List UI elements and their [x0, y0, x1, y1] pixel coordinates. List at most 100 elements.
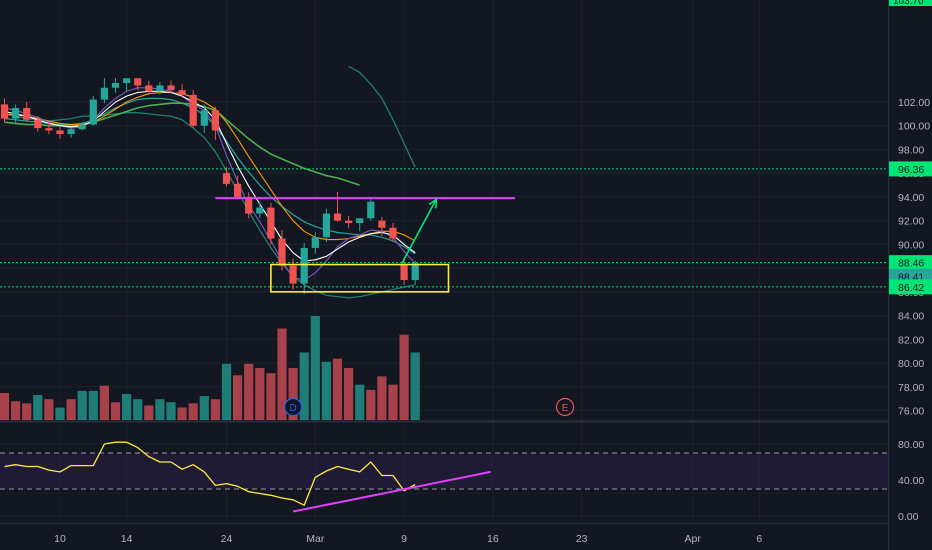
- candle-body: [67, 129, 75, 135]
- candle-body: [411, 263, 419, 280]
- volume-bar: [310, 316, 320, 420]
- price-tick-label: 102.00: [898, 97, 930, 109]
- price-tick-label: 92.00: [898, 216, 924, 228]
- price-tick-label: 80.00: [898, 358, 924, 370]
- price-tick-label: 82.00: [898, 334, 924, 346]
- horizontal-levels: [0, 168, 888, 288]
- event-marker[interactable]: [284, 397, 303, 417]
- volume-bar: [122, 394, 132, 420]
- volume-bar: [66, 399, 76, 420]
- volume-bar: [144, 405, 154, 420]
- candle-body: [356, 218, 364, 224]
- price-tick-label: 78.00: [898, 382, 924, 394]
- price-tick-label: 76.00: [898, 406, 924, 418]
- time-tick-label: Mar: [306, 533, 325, 545]
- event-marker[interactable]: [555, 397, 575, 417]
- volume-bar: [388, 384, 398, 420]
- candle-body: [123, 78, 131, 84]
- candle-body: [333, 213, 342, 221]
- candle-body: [400, 264, 408, 280]
- price-tick-label: 94.00: [898, 192, 924, 204]
- candle-body: [189, 94, 197, 126]
- price-tag-label: 86.42: [898, 282, 924, 294]
- time-tick-label: 6: [756, 533, 762, 545]
- volume-bar: [88, 390, 98, 420]
- time-axis[interactable]: 10 14 24 Mar 9 16 23 Apr 6: [54, 533, 762, 545]
- volume-bar: [377, 376, 387, 420]
- rsi-line: [4, 441, 416, 506]
- moving-averages: [4, 65, 416, 299]
- volume-bar: [332, 358, 343, 420]
- drawings[interactable]: [215, 197, 516, 293]
- candle-body: [0, 104, 9, 119]
- volume-bars: [0, 316, 420, 420]
- candle-body: [245, 196, 253, 214]
- rsi-axis[interactable]: 0.00 40.00 80.00: [898, 439, 924, 523]
- candle-body: [100, 87, 108, 100]
- candle-body: [311, 237, 319, 248]
- volume-bar: [210, 399, 220, 420]
- event-marker-label: D: [289, 403, 296, 414]
- time-tick-label: 14: [121, 533, 133, 545]
- volume-bar: [99, 385, 109, 420]
- time-tick-label: 23: [576, 533, 588, 545]
- ma-purple-line: [4, 87, 416, 281]
- price-axis[interactable]: 76.0078.0080.0082.0084.0086.0088.0090.00…: [889, 0, 932, 550]
- volume-bar: [355, 384, 365, 420]
- candle-body: [200, 110, 208, 126]
- volume-bar: [0, 392, 10, 420]
- volume-bar: [199, 396, 209, 420]
- candle-body: [211, 110, 219, 131]
- volume-bar: [233, 375, 243, 420]
- price-tick-label: 100.00: [898, 121, 930, 133]
- volume-bar: [221, 363, 232, 420]
- volume-bar: [188, 403, 198, 420]
- support-box[interactable]: [270, 263, 450, 293]
- volume-bar: [266, 373, 276, 420]
- price-tag: [889, 255, 932, 271]
- candle-body: [345, 220, 353, 224]
- price-tick-label: 84.00: [898, 311, 924, 323]
- event-marker-label: E: [562, 403, 569, 414]
- candle-body: [134, 78, 142, 86]
- volume-bar: [366, 389, 376, 420]
- volume-bar: [166, 402, 176, 420]
- volume-bar: [177, 407, 187, 420]
- rsi-indicator: [4, 441, 491, 513]
- volume-bar: [22, 403, 32, 420]
- ma-white-line: [4, 90, 416, 262]
- candle-body: [56, 130, 64, 135]
- grid-lines: [0, 0, 888, 520]
- candle-body: [156, 85, 164, 92]
- time-tick-label: 24: [221, 533, 233, 545]
- last-price-tag: [889, 0, 932, 6]
- candle-body: [78, 124, 86, 130]
- candle-body: [111, 83, 120, 88]
- rsi-tick-label: 0.00: [898, 511, 919, 523]
- projection-arrow[interactable]: [401, 198, 437, 264]
- volume-bar: [11, 401, 21, 420]
- candle-body: [300, 247, 308, 284]
- time-tick-label: Apr: [685, 533, 702, 545]
- volume-bar: [321, 361, 331, 420]
- volume-bar: [44, 399, 54, 420]
- candle-body: [367, 201, 375, 219]
- volume-bar: [277, 328, 287, 420]
- candle-body: [289, 265, 297, 284]
- candle-body: [178, 90, 186, 95]
- rsi-trendline[interactable]: [292, 470, 491, 513]
- price-tag: [889, 279, 932, 295]
- price-tick-label: 98.00: [898, 144, 924, 156]
- volume-bar: [55, 407, 65, 420]
- volume-bar: [33, 395, 43, 420]
- candle-body: [167, 85, 175, 91]
- last-price-tag-label: 103.70: [893, 0, 924, 7]
- volume-bar: [155, 399, 165, 420]
- price-tag-label: 88.46: [898, 258, 924, 270]
- volume-bar: [399, 334, 409, 420]
- rsi-tick-label: 40.00: [898, 475, 924, 487]
- candle-body: [34, 119, 42, 129]
- volume-bar: [255, 368, 265, 420]
